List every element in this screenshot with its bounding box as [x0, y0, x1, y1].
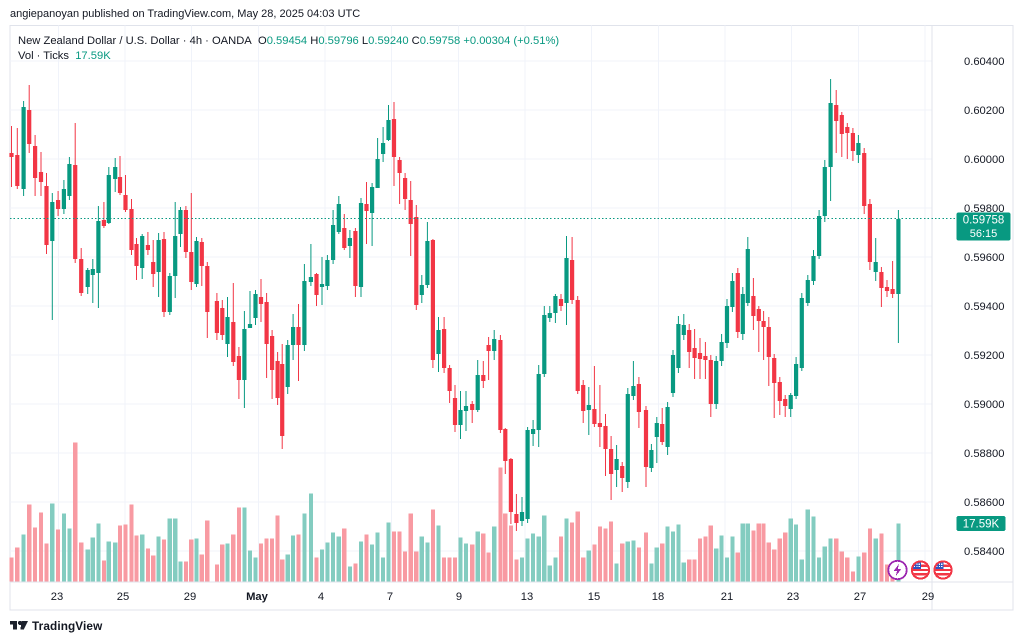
svg-text:0.59758: 0.59758: [963, 215, 1005, 227]
svg-text:0.60200: 0.60200: [964, 105, 1004, 117]
svg-text:29: 29: [184, 591, 196, 603]
svg-text:0.59600: 0.59600: [964, 252, 1004, 264]
svg-text:0.59000: 0.59000: [964, 399, 1004, 411]
svg-text:0.59200: 0.59200: [964, 350, 1004, 362]
svg-text:0.60000: 0.60000: [964, 154, 1004, 166]
svg-text:29: 29: [922, 591, 934, 603]
svg-text:17.59K: 17.59K: [963, 519, 1000, 531]
svg-text:0.58800: 0.58800: [964, 448, 1004, 460]
svg-text:7: 7: [387, 591, 393, 603]
svg-text:23: 23: [51, 591, 63, 603]
svg-text:27: 27: [854, 591, 866, 603]
svg-text:18: 18: [652, 591, 664, 603]
svg-text:0.60400: 0.60400: [964, 56, 1004, 68]
svg-text:May: May: [246, 591, 269, 603]
svg-text:4: 4: [318, 591, 324, 603]
svg-text:0.58600: 0.58600: [964, 497, 1004, 509]
svg-text:21: 21: [721, 591, 733, 603]
svg-text:15: 15: [588, 591, 600, 603]
svg-text:56:15: 56:15: [970, 228, 998, 240]
svg-text:0.59400: 0.59400: [964, 301, 1004, 313]
svg-text:23: 23: [787, 591, 799, 603]
svg-text:13: 13: [521, 591, 533, 603]
svg-text:9: 9: [456, 591, 462, 603]
svg-text:25: 25: [117, 591, 129, 603]
svg-text:0.58400: 0.58400: [964, 546, 1004, 558]
svg-text:0.59800: 0.59800: [964, 203, 1004, 215]
